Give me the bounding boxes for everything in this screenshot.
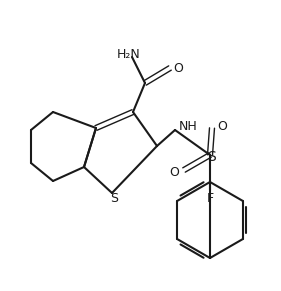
Text: S: S <box>208 150 216 164</box>
Text: F: F <box>207 191 214 205</box>
Text: O: O <box>169 166 179 178</box>
Text: NH: NH <box>179 120 198 134</box>
Text: H₂N: H₂N <box>117 49 141 61</box>
Text: O: O <box>217 120 227 132</box>
Text: S: S <box>110 191 118 205</box>
Text: O: O <box>173 61 183 74</box>
